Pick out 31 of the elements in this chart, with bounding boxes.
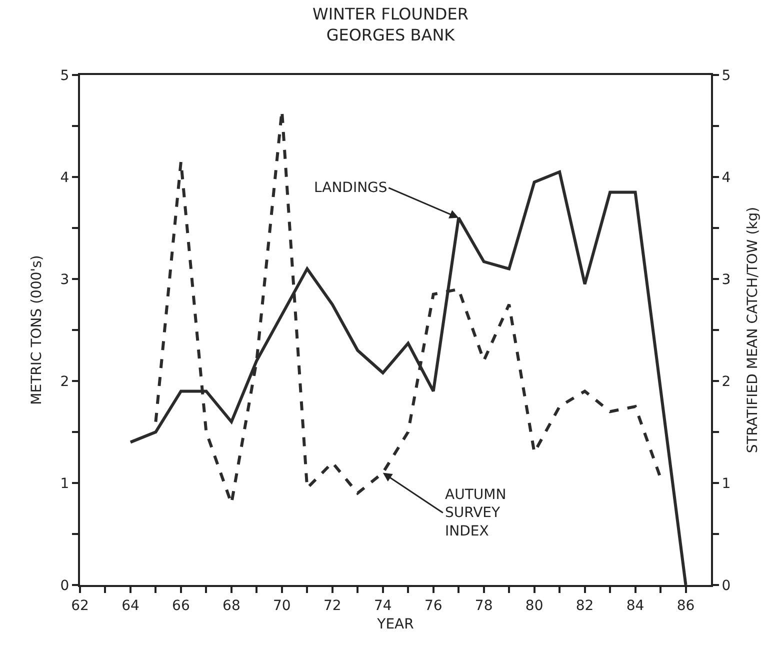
x-tick-label: 72 [323,598,342,614]
y-tick-label: 5 [60,68,70,84]
annotation: LANDINGS [314,180,388,196]
y2-tick-label: 2 [722,374,731,390]
y2-tick-label: 0 [722,578,731,594]
y2-tick-label: 3 [722,272,731,288]
x-tick-label: 74 [374,598,392,614]
x-tick-label: 78 [474,598,493,614]
x-tick-label: 70 [273,598,291,614]
x-tick-label: 64 [122,598,140,614]
y2-axis-title: STRATIFIED MEAN CATCH/TOW (kg) [745,206,761,454]
x-tick-label: 76 [424,598,442,614]
y-tick-label: 3 [60,272,70,288]
y-tick-label: 4 [60,170,70,186]
x-tick-label: 86 [676,598,695,614]
x-tick-label: 66 [172,598,190,614]
y-axis-title: METRIC TONS (000's) [29,255,45,405]
y2-tick-label: 1 [722,476,731,492]
x-tick-label: 62 [71,598,89,614]
chart-title: WINTER FLOUNDER GEORGES BANK [312,4,468,44]
y-tick-label: 0 [60,578,70,594]
x-tick-label: 68 [222,598,240,614]
y2-tick-label: 4 [722,170,731,186]
x-tick-label: 80 [525,598,544,614]
y-tick-label: 1 [60,476,70,492]
y2-tick-label: 5 [722,68,731,84]
x-axis-title: YEAR [376,616,414,633]
y-tick-label: 2 [60,374,70,390]
x-tick-label: 82 [576,598,594,614]
x-tick-label: 84 [626,598,644,614]
annotation: AUTUMN SURVEY INDEX [445,487,506,540]
